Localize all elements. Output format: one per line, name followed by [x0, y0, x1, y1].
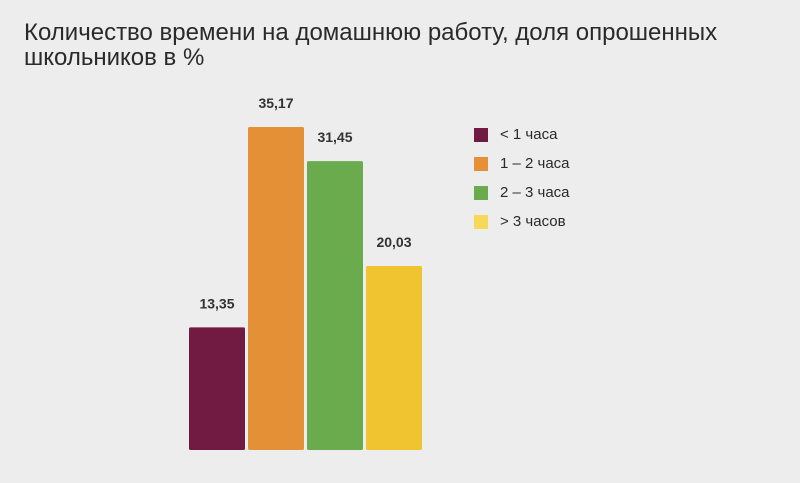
data-label-gt3: 20,03	[376, 234, 411, 250]
legend-item-lt1: < 1 часа	[474, 120, 570, 149]
legend: < 1 часа 1 – 2 часа 2 – 3 часа > 3 часов	[474, 120, 570, 236]
data-label-1-2: 35,17	[258, 95, 293, 111]
legend-label-lt1: < 1 часа	[500, 126, 558, 143]
bar-gt3	[366, 266, 422, 450]
legend-label-1-2: 1 – 2 часа	[500, 155, 570, 172]
legend-item-2-3: 2 – 3 часа	[474, 178, 570, 207]
bar-1-2	[248, 127, 304, 450]
data-label-lt1: 13,35	[199, 295, 234, 311]
legend-item-gt3: > 3 часов	[474, 207, 570, 236]
legend-swatch-gt3	[474, 214, 488, 229]
legend-swatch-lt1	[474, 127, 488, 142]
legend-swatch-2-3	[474, 185, 488, 200]
data-label-2-3: 31,45	[317, 129, 352, 145]
legend-swatch-1-2	[474, 156, 488, 171]
chart-title: Количество времени на домашнюю работу, д…	[24, 19, 718, 71]
bars-group	[189, 127, 422, 450]
bar-lt1	[189, 327, 245, 450]
legend-label-2-3: 2 – 3 часа	[500, 184, 570, 201]
legend-label-gt3: > 3 часов	[500, 213, 566, 230]
bar-2-3	[307, 161, 363, 450]
legend-item-1-2: 1 – 2 часа	[474, 149, 570, 178]
data-labels-group: 13,35 35,17 31,45 20,03	[199, 95, 411, 311]
